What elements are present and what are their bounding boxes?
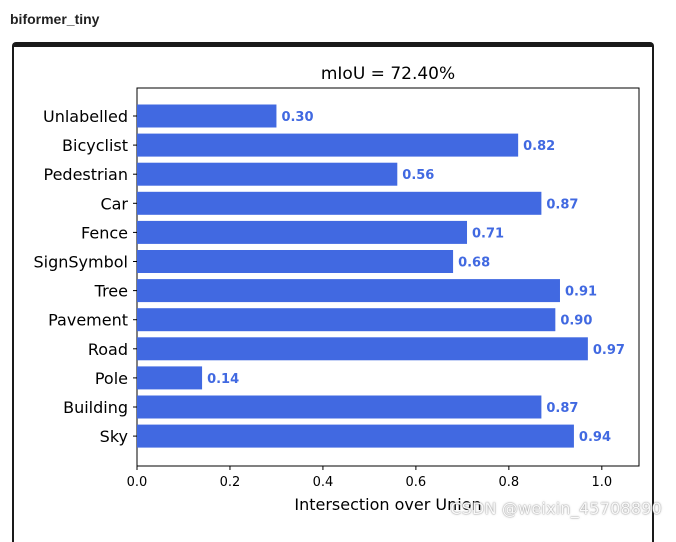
x-tick-label: 0.8 — [499, 475, 520, 490]
bar-signsymbol — [137, 250, 454, 273]
value-label-pavement: 0.90 — [560, 314, 592, 329]
bar-sky — [137, 424, 574, 448]
bars-layer — [137, 104, 588, 448]
value-label-pedestrian: 0.56 — [402, 168, 434, 183]
iou-bar-chart: mIoU = 72.40% 0.300.820.560.870.710.680.… — [34, 64, 640, 514]
x-tick-label: 0.0 — [127, 475, 148, 490]
category-label-car: Car — [100, 194, 128, 213]
bar-bicyclist — [137, 133, 519, 157]
category-label-bicyclist: Bicyclist — [62, 136, 128, 155]
category-label-fence: Fence — [81, 223, 128, 242]
value-label-car: 0.87 — [546, 197, 578, 212]
x-axis-label: Intersection over Union — [294, 495, 481, 514]
bar-car — [137, 191, 542, 215]
bar-pavement — [137, 308, 556, 332]
value-labels-layer: 0.30 0.82 0.56 0.87 0.71 0.68 0.91 0.900.97 0.14… — [207, 110, 625, 445]
category-label-pavement: Pavement — [48, 311, 128, 330]
value-label-fence: 0.71 — [472, 226, 504, 241]
bar-pedestrian — [137, 162, 398, 186]
category-label-signsymbol: SignSymbol — [34, 253, 129, 272]
category-label-pole: Pole — [95, 369, 128, 388]
category-label-building: Building — [63, 398, 128, 417]
category-label-unlabelled: Unlabelled — [43, 107, 128, 126]
bar-unlabelled — [137, 104, 277, 128]
x-tick-label: 1.0 — [591, 475, 612, 490]
value-label-sky: 0.94 — [579, 430, 611, 445]
value-label-signsymbol: 0.68 — [458, 256, 490, 271]
value-label-unlabelled: 0.30 — [281, 110, 313, 125]
watermark: CSDN @weixin_45708890 — [450, 499, 662, 518]
category-label-sky: Sky — [100, 427, 128, 446]
x-tick-labels: 0.0 0.2 0.4 0.6 0.8 1.0 — [127, 466, 612, 490]
value-label-tree: 0.91 — [565, 285, 597, 300]
x-tick-label: 0.6 — [406, 475, 427, 490]
value-label-building: 0.87 — [546, 401, 578, 416]
bar-building — [137, 395, 542, 419]
bar-road — [137, 337, 588, 361]
value-label-pole: 0.14 — [207, 372, 239, 387]
category-label-tree: Tree — [94, 282, 128, 301]
bar-fence — [137, 220, 468, 244]
chart-title: mIoU = 72.40% — [321, 64, 455, 84]
value-label-road: 0.97 — [593, 343, 625, 358]
bar-pole — [137, 366, 203, 390]
x-tick-label: 0.2 — [220, 475, 241, 490]
bar-tree — [137, 279, 560, 303]
category-label-pedestrian: Pedestrian — [44, 165, 129, 184]
plot-area — [136, 87, 640, 467]
x-tick-label: 0.4 — [313, 475, 334, 490]
page-title: biformer_tiny — [10, 11, 100, 27]
category-label-road: Road — [88, 340, 128, 359]
y-category-labels: Unlabelled Bicyclist Pedestrian Car Fence Sig… — [34, 107, 137, 446]
value-label-bicyclist: 0.82 — [523, 139, 555, 154]
